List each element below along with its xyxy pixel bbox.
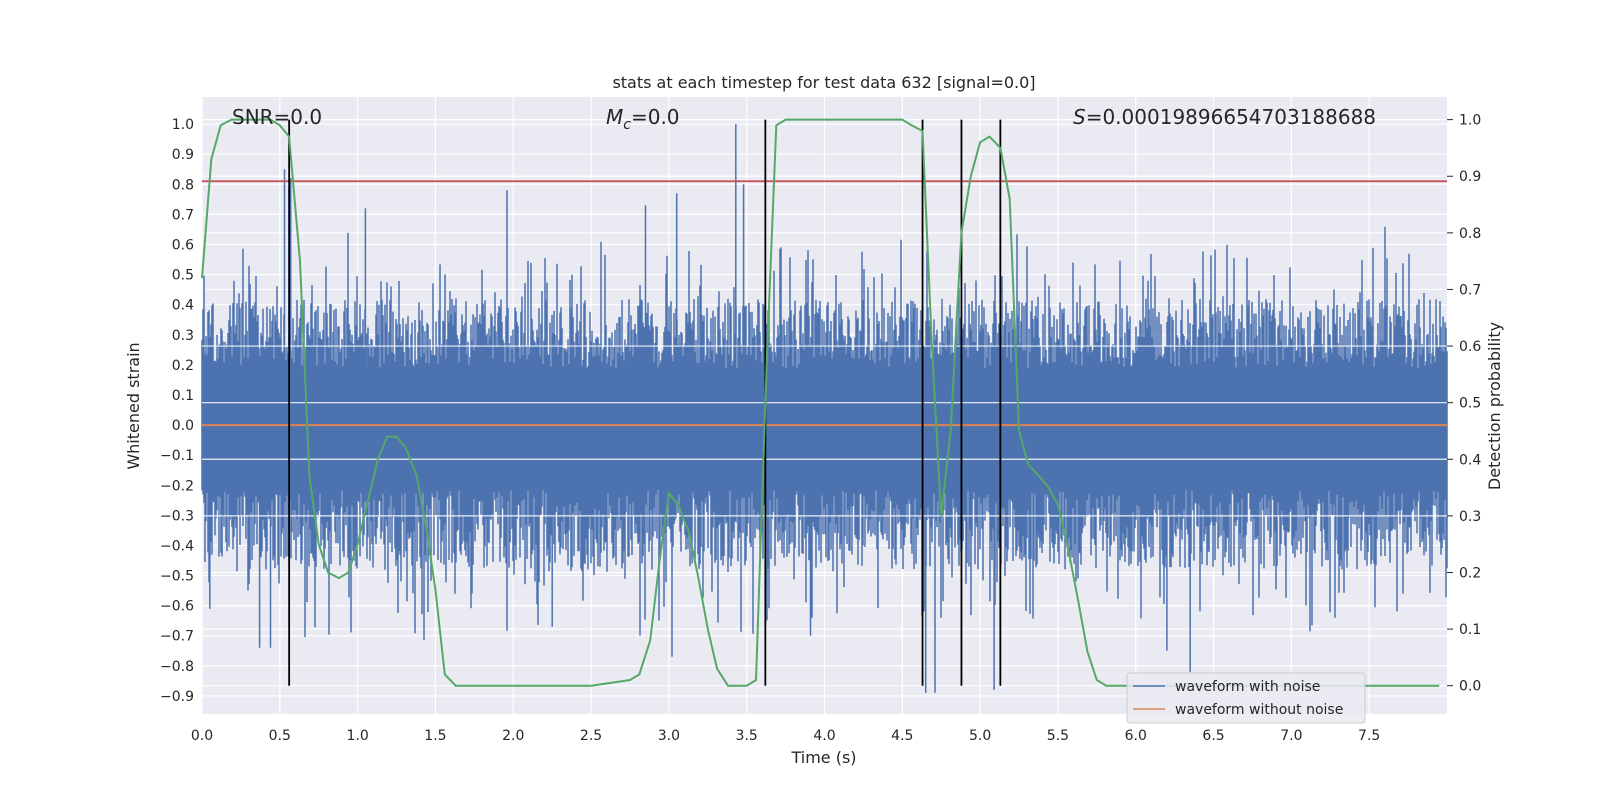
y-left-tick-label: −0.7 [160,629,194,645]
y-right-tick-label: 0.1 [1459,622,1481,638]
y-left-tick-label: 0.7 [172,207,194,223]
y-left-tick-label: −0.2 [160,478,194,494]
y-left-tick-label: 0.5 [172,268,194,284]
y-left-tick-label: 0.1 [172,388,194,404]
y-left-tick-label: −0.8 [160,659,194,675]
chirp-mass-subscript: c [623,117,631,133]
y-left-tick-label: 1.0 [172,117,194,133]
x-tick-label: 2.0 [502,728,524,744]
s-symbol: S [1073,105,1086,129]
y-left-tick-label: 0.8 [172,177,194,193]
y-right-tick-label: 0.3 [1459,509,1481,525]
y-left-tick-labels: 1.0 0.9 0.8 0.7 0.6 0.5 0.4 0.3 0.2 0.1 0.0 −0.1 −0.… [160,117,194,705]
x-tick-label: 3.5 [736,728,758,744]
y-left-tick-label: −0.9 [160,689,194,705]
y-right-tick-label: 0.6 [1459,339,1481,355]
x-tick-label: 1.0 [346,728,368,744]
y-right-tick-labels: 1.0 0.9 0.8 0.7 0.6 0.5 0.4 0.3 0.2 0.1 0.0 [1447,113,1481,695]
chirp-mass-value: =0.0 [631,105,680,129]
chirp-mass-symbol: M [606,105,623,129]
y-left-tick-label: 0.6 [172,237,194,253]
y-right-tick-label: 0.4 [1459,452,1481,468]
y-right-tick-label: 0.0 [1459,679,1481,695]
s-value: =0.00019896654703188688 [1086,105,1376,129]
x-tick-labels: 0.0 0.5 1.0 1.5 2.0 2.5 3.0 3.5 4.0 4.5 5.0 5.5 6.0 6… [191,728,1380,744]
chirp-mass-annotation: Mc=0.0 [606,105,680,133]
y-left-tick-label: 0.2 [172,358,194,374]
x-tick-label: 4.5 [891,728,913,744]
x-tick-label: 7.0 [1280,728,1302,744]
y-left-tick-label: −0.1 [160,448,194,464]
y-left-tick-label: −0.4 [160,538,194,554]
y-left-tick-label: 0.3 [172,328,194,344]
x-tick-label: 7.5 [1358,728,1380,744]
x-axis-label: Time (s) [790,748,856,767]
y-right-tick-label: 1.0 [1459,113,1481,129]
y-left-tick-label: −0.3 [160,508,194,524]
y-right-tick-label: 0.2 [1459,565,1481,581]
y-right-tick-label: 0.5 [1459,396,1481,412]
y-right-tick-label: 0.7 [1459,282,1481,298]
x-tick-label: 5.5 [1047,728,1069,744]
s-annotation: S=0.00019896654703188688 [1073,105,1376,129]
x-tick-label: 0.5 [269,728,291,744]
noise-series [201,124,1448,693]
y-right-tick-label: 0.8 [1459,226,1481,242]
x-tick-label: 6.5 [1202,728,1224,744]
y-left-axis-label: Whitened strain [124,342,143,469]
y-left-tick-label: 0.4 [172,298,194,314]
series-line-detection-probability [201,118,1440,687]
chart-title: stats at each timestep for test data 632… [612,73,1035,92]
y-right-tick-label: 0.9 [1459,169,1481,185]
x-tick-label: 2.5 [580,728,602,744]
legend-label-waveform-without-noise: waveform without noise [1175,702,1343,718]
legend-box [1126,672,1366,724]
x-tick-label: 6.0 [1125,728,1147,744]
legend: waveform with noise waveform without noi… [1126,672,1366,724]
y-left-tick-label: 0.0 [172,418,194,434]
x-tick-label: 5.0 [969,728,991,744]
series-waveform-with-noise [201,124,1448,693]
x-tick-label: 0.0 [191,728,213,744]
y-right-axis-label: Detection probability [1485,322,1504,490]
snr-annotation: SNR=0.0 [232,105,322,129]
x-tick-label: 4.0 [813,728,835,744]
legend-label-waveform-with-noise: waveform with noise [1175,679,1320,695]
x-tick-label: 1.5 [424,728,446,744]
y-left-tick-label: −0.6 [160,599,194,615]
y-left-tick-label: −0.5 [160,569,194,585]
x-tick-label: 3.0 [658,728,680,744]
y-left-tick-label: 0.9 [172,147,194,163]
